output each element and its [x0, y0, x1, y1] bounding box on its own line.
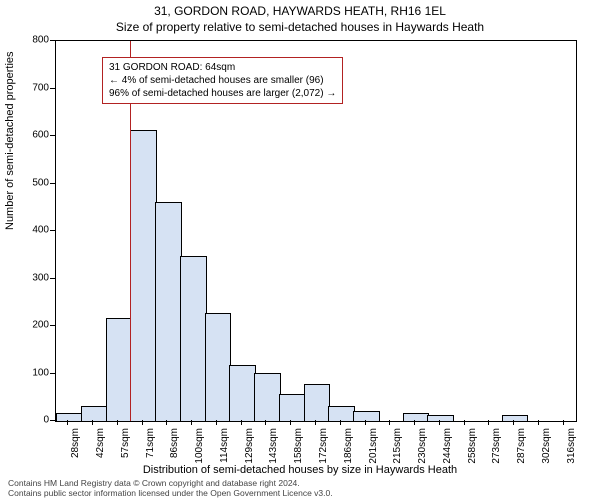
x-tick-label: 86sqm	[169, 428, 180, 458]
x-tick-mark	[265, 420, 266, 425]
chart-container: 31, GORDON ROAD, HAYWARDS HEATH, RH16 1E…	[0, 0, 600, 500]
x-tick-label: 273sqm	[491, 428, 502, 464]
x-tick-mark	[538, 420, 539, 425]
x-tick-mark	[488, 420, 489, 425]
x-tick-label: 244sqm	[442, 428, 453, 464]
x-tick-mark	[191, 420, 192, 425]
x-tick-mark	[365, 420, 366, 425]
info-box: 31 GORDON ROAD: 64sqm ← 4% of semi-detac…	[102, 57, 343, 104]
bar	[180, 256, 207, 421]
bar	[279, 394, 306, 421]
x-tick-mark	[166, 420, 167, 425]
bar	[254, 373, 281, 422]
bar	[205, 313, 232, 421]
y-tick-label: 700	[32, 82, 49, 93]
x-tick-mark	[241, 420, 242, 425]
x-tick-label: 302sqm	[541, 428, 552, 464]
x-tick-label: 186sqm	[343, 428, 354, 464]
x-tick-label: 143sqm	[268, 428, 279, 464]
x-tick-mark	[464, 420, 465, 425]
x-tick-label: 316sqm	[566, 428, 577, 464]
chart-title-line1: 31, GORDON ROAD, HAYWARDS HEATH, RH16 1E…	[0, 4, 600, 18]
info-box-line2: ← 4% of semi-detached houses are smaller…	[109, 74, 336, 87]
x-tick-label: 42sqm	[95, 428, 106, 458]
x-tick-mark	[315, 420, 316, 425]
x-tick-label: 114sqm	[219, 428, 230, 463]
info-box-line3: 96% of semi-detached houses are larger (…	[109, 87, 336, 100]
y-tick-label: 200	[32, 320, 49, 331]
x-tick-mark	[513, 420, 514, 425]
x-tick-label: 28sqm	[70, 428, 81, 458]
footer-line2: Contains public sector information licen…	[8, 489, 333, 498]
x-tick-label: 258sqm	[467, 428, 478, 464]
x-tick-label: 57sqm	[120, 428, 131, 458]
bar	[56, 413, 83, 421]
footer-text: Contains HM Land Registry data © Crown c…	[8, 479, 333, 498]
bar	[106, 318, 133, 421]
bar	[81, 406, 108, 421]
x-axis-label: Distribution of semi-detached houses by …	[0, 464, 600, 476]
x-tick-mark	[340, 420, 341, 425]
chart-title-line2: Size of property relative to semi-detach…	[0, 20, 600, 34]
x-tick-mark	[142, 420, 143, 425]
y-tick-label: 0	[43, 415, 49, 426]
bar	[130, 130, 157, 421]
x-tick-label: 230sqm	[417, 428, 428, 464]
x-tick-mark	[216, 420, 217, 425]
x-tick-mark	[290, 420, 291, 425]
bar	[403, 413, 430, 421]
x-tick-mark	[67, 420, 68, 425]
info-box-line1: 31 GORDON ROAD: 64sqm	[109, 61, 336, 74]
x-tick-mark	[92, 420, 93, 425]
y-tick-label: 800	[32, 35, 49, 46]
plot-area: 31 GORDON ROAD: 64sqm ← 4% of semi-detac…	[55, 40, 577, 422]
bar	[229, 365, 256, 421]
y-tick-label: 400	[32, 225, 49, 236]
y-tick-label: 300	[32, 272, 49, 283]
bar	[328, 406, 355, 421]
x-tick-label: 287sqm	[516, 428, 527, 464]
x-tick-mark	[563, 420, 564, 425]
x-tick-label: 201sqm	[368, 428, 379, 464]
x-tick-mark	[117, 420, 118, 425]
x-tick-label: 100sqm	[194, 428, 205, 464]
x-tick-mark	[439, 420, 440, 425]
bar	[427, 415, 454, 421]
x-tick-label: 172sqm	[318, 428, 329, 464]
y-tick-label: 600	[32, 130, 49, 141]
bar	[502, 415, 529, 421]
x-tick-mark	[389, 420, 390, 425]
bar	[353, 411, 380, 422]
x-tick-mark	[414, 420, 415, 425]
y-tick-label: 100	[32, 367, 49, 378]
x-tick-label: 129sqm	[244, 428, 255, 464]
bar	[155, 202, 182, 422]
bar	[304, 384, 331, 421]
y-tick-label: 500	[32, 177, 49, 188]
y-axis-label: Number of semi-detached properties	[4, 51, 16, 230]
x-tick-label: 71sqm	[145, 428, 156, 458]
x-tick-label: 158sqm	[293, 428, 304, 464]
x-tick-label: 215sqm	[392, 428, 403, 464]
